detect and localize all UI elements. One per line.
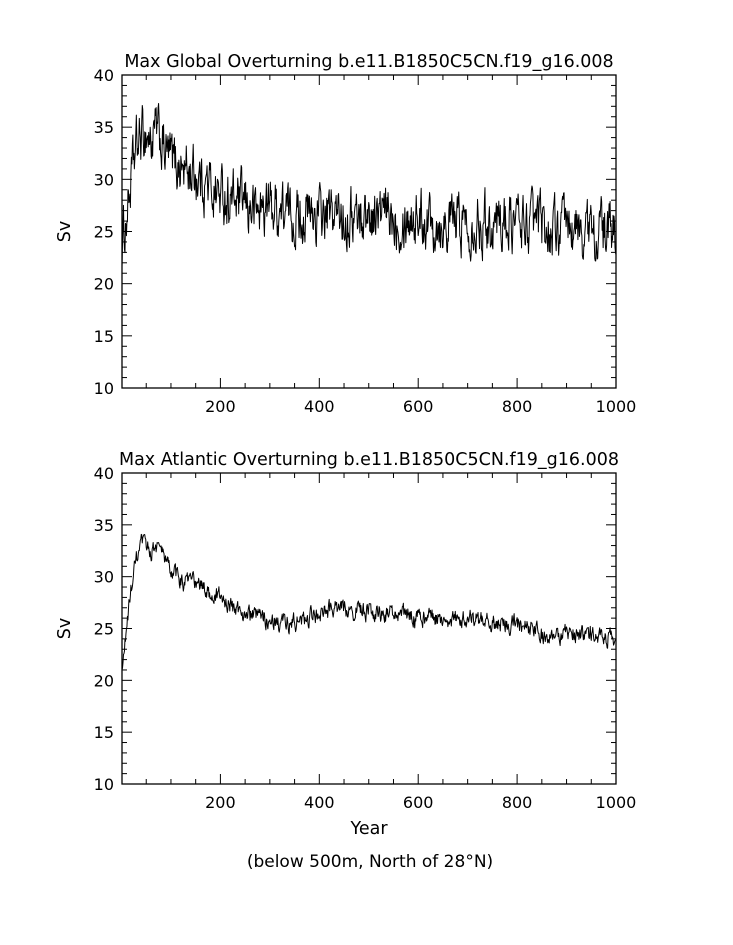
y-axis-label: Sv	[55, 221, 75, 242]
y-tick-label: 40	[94, 66, 114, 85]
y-tick-label: 20	[94, 671, 114, 690]
x-axis-label: Year	[349, 819, 388, 839]
y-tick-label: 25	[94, 620, 114, 639]
x-tick-label: 600	[403, 793, 434, 812]
y-tick-label: 20	[94, 275, 114, 294]
y-tick-label: 40	[94, 464, 114, 483]
series-line	[121, 102, 617, 267]
plot-frame	[121, 472, 617, 785]
atlantic-overturning-plot: Max Atlantic Overturning b.e11.B1850C5CN…	[55, 450, 636, 839]
y-tick-label: 15	[94, 723, 114, 742]
x-tick-label: 1000	[596, 793, 637, 812]
y-tick-label: 30	[94, 170, 114, 189]
y-axis-label: Sv	[55, 618, 75, 639]
y-tick-label: 10	[94, 775, 114, 794]
y-tick-label: 10	[94, 379, 114, 398]
x-tick-label: 400	[304, 397, 335, 416]
series-line	[121, 533, 617, 670]
y-tick-label: 35	[94, 516, 114, 535]
global-overturning-plot: Max Global Overturning b.e11.B1850C5CN.f…	[55, 52, 636, 416]
y-tick-label: 15	[94, 327, 114, 346]
x-tick-label: 400	[304, 793, 335, 812]
x-tick-label: 1000	[596, 397, 637, 416]
x-tick-label: 200	[205, 793, 236, 812]
x-tick-label: 800	[502, 793, 533, 812]
x-tick-label: 600	[403, 397, 434, 416]
x-tick-label: 200	[205, 397, 236, 416]
x-tick-label: 800	[502, 397, 533, 416]
footnote: (below 500m, North of 28°N)	[247, 852, 493, 872]
y-tick-label: 25	[94, 223, 114, 242]
y-tick-label: 30	[94, 568, 114, 587]
chart-title: Max Atlantic Overturning b.e11.B1850C5CN…	[119, 450, 619, 470]
y-tick-label: 35	[94, 118, 114, 137]
chart-title: Max Global Overturning b.e11.B1850C5CN.f…	[124, 52, 613, 72]
